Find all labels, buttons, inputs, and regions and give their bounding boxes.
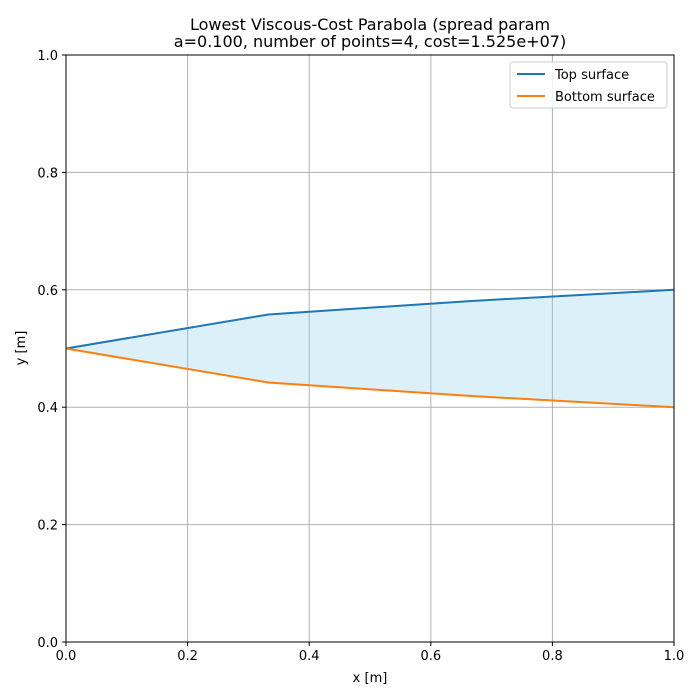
legend-label-top-surface: Top surface (554, 68, 629, 83)
y-tick-label: 0.0 (37, 636, 58, 651)
x-tick-label: 1.0 (664, 649, 685, 664)
x-tick-label: 0.6 (420, 649, 441, 664)
fill-between-surfaces (66, 289, 674, 408)
legend-label-bottom-surface: Bottom surface (555, 90, 655, 105)
series-lines (65, 288, 675, 409)
x-tick-label: 0.0 (56, 649, 77, 664)
ticks: 0.0 0.2 0.4 0.6 0.8 1.0 0.0 0.2 0.4 0.6 0.8 1.0 (37, 49, 684, 664)
x-axis-label: x [m] (353, 671, 388, 686)
series-line-bottom-surface (65, 347, 675, 409)
plot-frame (65, 54, 675, 643)
fill-area (66, 289, 674, 408)
y-tick-label: 0.2 (37, 519, 58, 534)
y-axis-label: y [m] (14, 331, 29, 366)
series-line-top-surface (65, 288, 675, 350)
legend-box (509, 61, 668, 109)
y-tick-label: 0.8 (37, 166, 58, 181)
y-tick-label: 0.4 (37, 401, 58, 416)
chart-title-line1: Lowest Viscous-Cost Parabola (spread par… (190, 15, 550, 34)
y-tick-label: 1.0 (37, 49, 58, 64)
x-tick-label: 0.8 (542, 649, 563, 664)
y-tick-label: 0.6 (37, 284, 58, 299)
legend: Top surface Bottom surface (509, 61, 668, 109)
x-tick-label: 0.4 (299, 649, 320, 664)
chart-title-line2: a=0.100, number of points=4, cost=1.525e… (174, 32, 566, 51)
x-tick-label: 0.2 (177, 649, 198, 664)
